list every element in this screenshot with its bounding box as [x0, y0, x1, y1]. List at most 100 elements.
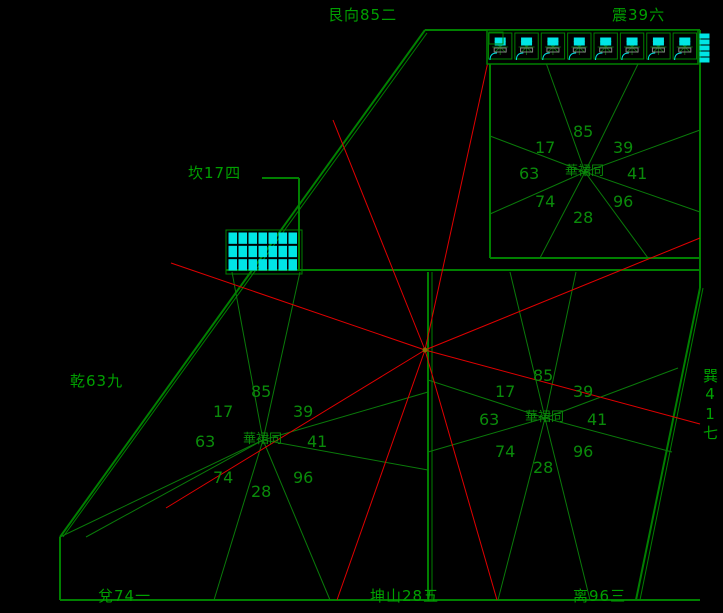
sector-lines-center-4	[59, 439, 264, 538]
star-cell-southeast: 96	[573, 442, 594, 461]
furniture-zhen-room-side-unit-1	[699, 39, 710, 45]
furniture-kan-block-unit-2-1	[238, 259, 247, 271]
star-center-label: 華裙同	[243, 432, 283, 447]
sector-lines-center-1	[262, 271, 301, 441]
red-ray-0	[332, 119, 426, 351]
star-cell-southwest: 74	[535, 192, 556, 211]
sector-lines-upper-right-6	[539, 171, 586, 259]
sector-lines-lower-right-0	[509, 271, 546, 419]
furniture-kan-block-outline	[225, 229, 303, 275]
furniture-zhen-room-door-arc-7	[674, 52, 682, 61]
direction-label-qian: 乾63九	[70, 372, 124, 390]
wall-layer	[59, 29, 704, 601]
furniture-zhen-room-desk-2	[546, 47, 560, 53]
sector-lines-center-5	[262, 439, 429, 471]
furniture-zhen-room-fixture-0	[494, 37, 506, 46]
sector-lines-upper-right-0	[544, 59, 586, 173]
furniture-zhen-room-door-arc-0	[489, 52, 498, 61]
direction-label-kan: 坎17四	[188, 164, 242, 182]
furniture-zhen-room-desk-0	[493, 47, 507, 53]
furniture-zhen-room-desk-1	[520, 47, 534, 53]
sector-lines-center-7	[262, 439, 331, 601]
sector-lines-center-6	[213, 439, 264, 601]
furniture-zhen-room-desk-5	[625, 47, 639, 53]
red-ray-4	[170, 262, 426, 351]
furniture-zhen-room-bay-0	[488, 32, 513, 60]
sector-lines-lower-right-4	[427, 417, 546, 453]
furniture-zhen-room-door-arc-3	[568, 52, 577, 61]
furniture-zhen-room-bay-4	[593, 32, 618, 60]
sector-lines-lower-right-2	[427, 379, 546, 419]
sector-lines-lower-right-5	[544, 417, 673, 453]
sector-lines-center-0	[231, 271, 264, 441]
furniture-zhen-room-bay-2	[540, 32, 566, 60]
furniture-kan-block-unit-2-4	[268, 259, 277, 271]
furniture-kan-block-unit-2-3	[258, 259, 267, 271]
furniture-zhen-room-side-unit-2	[699, 45, 710, 51]
star-cell-east: 41	[627, 164, 648, 183]
furniture-zhen-room-fixture-6	[652, 37, 664, 46]
sector-lines-upper-right-5	[584, 171, 701, 213]
furniture-kan-block-unit-0-1	[238, 232, 247, 244]
furniture-kan-block-unit-1-3	[258, 245, 267, 258]
furniture-zhen-room-bay-3	[567, 32, 592, 60]
star-cell-east: 41	[307, 432, 328, 451]
direction-label-kun: 坤山28五	[370, 587, 440, 605]
furniture-zhen-room-fixture-2	[547, 37, 559, 46]
direction-label-gen: 艮向85二	[328, 6, 398, 24]
star-cell-southeast: 96	[293, 468, 314, 487]
furniture-zhen-room	[486, 29, 710, 65]
wall-diagonal-nw	[59, 29, 426, 538]
star-cell-west: 63	[519, 164, 540, 183]
furniture-kan-block-unit-2-0	[228, 259, 237, 271]
furniture-zhen-room-desk-7	[678, 47, 692, 53]
star-cell-south: 28	[251, 482, 272, 501]
sector-lines-upper-right-4	[489, 171, 586, 215]
direction-label-zhen: 震39六	[612, 6, 666, 24]
red-ray-6	[336, 349, 426, 601]
star-cell-northeast: 39	[293, 402, 314, 421]
star-cell-northwest: 17	[495, 382, 516, 401]
furniture-kan-block-unit-0-2	[248, 232, 257, 244]
sector-lines-upper-right-2	[489, 135, 586, 173]
star-cell-northeast: 39	[613, 138, 634, 157]
sector-lines-lower-right-1	[544, 271, 577, 419]
furniture-zhen-room-end-closet	[488, 31, 504, 45]
furniture-kan-block-unit-0-0	[228, 232, 237, 244]
wall-right-taper	[635, 287, 701, 601]
direction-label-li: 离96三	[573, 587, 627, 605]
star-cell-south: 28	[533, 458, 554, 477]
direction-label-dui: 兌74一	[98, 587, 152, 605]
furniture-zhen-room-fixture-1	[521, 37, 533, 46]
furniture-kan-block-unit-2-6	[288, 259, 297, 271]
furniture-zhen-room-door-arc-2	[542, 52, 550, 61]
sector-lines-upper-right-7	[584, 171, 649, 259]
furniture-kan-block-unit-1-1	[238, 245, 247, 258]
furniture-zhen-room-door-arc-6	[647, 52, 656, 61]
furniture-zhen-room-bay-5	[619, 32, 645, 60]
furniture-zhen-room-desk-6	[651, 47, 665, 53]
furniture-zhen-room-fixture-4	[600, 37, 612, 46]
red-ray-2	[165, 349, 426, 509]
furniture-zhen-room-side-unit-0	[699, 33, 710, 39]
sector-lines-lower-right-7	[544, 417, 591, 601]
red-ray-1	[424, 56, 490, 351]
furniture-kan-block	[225, 229, 303, 275]
wall-right-taper-outer	[639, 287, 704, 601]
furniture-kan-block-unit-1-2	[248, 245, 257, 258]
red-ray-5	[424, 349, 701, 425]
furniture-zhen-room-desk-3	[572, 47, 586, 53]
furniture-zhen-room-fixture-3	[573, 37, 585, 46]
furniture-zhen-room-door-arc-4	[595, 52, 603, 61]
star-cell-southwest: 74	[213, 468, 234, 487]
sector-line-layer	[59, 59, 701, 601]
sector-lines-upper-right-1	[584, 59, 641, 173]
furniture-kan-block-unit-2-2	[248, 259, 257, 271]
star-cell-west: 63	[479, 410, 500, 429]
sector-lines-lower-right-6	[497, 417, 546, 601]
star-cell-north: 85	[533, 366, 554, 385]
furniture-layer	[225, 29, 710, 275]
furniture-kan-block-unit-2-5	[278, 259, 287, 271]
